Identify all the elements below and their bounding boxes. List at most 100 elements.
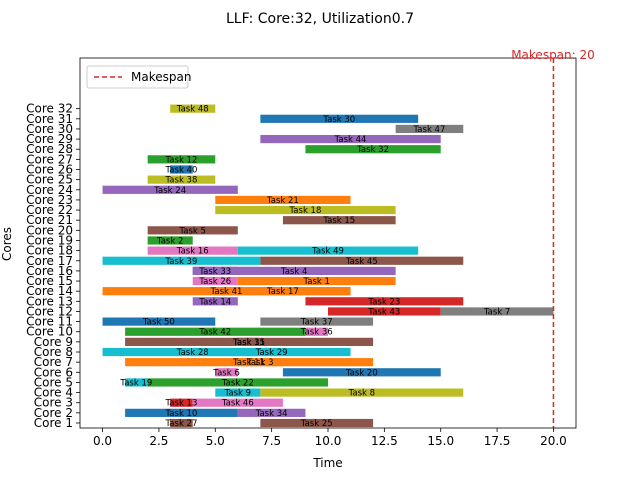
task-bar xyxy=(215,205,396,215)
task-label: Task 50 xyxy=(142,318,175,328)
task-bar xyxy=(170,398,193,407)
y-tick-label: Core 10 xyxy=(26,325,73,339)
y-tick-label: Core 18 xyxy=(26,244,73,258)
task-bar xyxy=(192,266,396,275)
task-bar xyxy=(125,327,306,336)
task-bar xyxy=(440,307,554,316)
task-label: Task 13 xyxy=(165,399,198,409)
task-label: Task 38 xyxy=(165,176,198,186)
task-label: Task 44 xyxy=(334,135,367,145)
task-label: Task 26 xyxy=(198,277,231,287)
y-tick-label: Core 29 xyxy=(26,132,73,146)
y-tick-label: Core 23 xyxy=(26,193,73,207)
task-bars xyxy=(102,58,555,428)
y-tick-label: Core 17 xyxy=(26,254,73,268)
task-label: Task 30 xyxy=(322,115,355,125)
task-bar xyxy=(147,175,216,184)
task-bar xyxy=(215,195,351,205)
task-label: Task 32 xyxy=(356,145,389,155)
task-label: Task 19 xyxy=(119,378,152,388)
task-bar xyxy=(215,287,351,296)
task-label: Task 18 xyxy=(289,206,322,216)
x-tick-label: 17.5 xyxy=(484,434,511,448)
task-label: Task 37 xyxy=(300,318,333,328)
y-tick-label: Core 1 xyxy=(34,416,73,430)
y-tick-label: Core 26 xyxy=(26,163,73,177)
y-axis-label: Cores xyxy=(0,227,14,261)
task-label: Task 20 xyxy=(345,368,378,378)
task-label: Task 43 xyxy=(367,307,400,317)
task-bar xyxy=(147,155,216,164)
task-label: Task 15 xyxy=(322,216,355,226)
task-bar xyxy=(237,358,283,367)
task-bar xyxy=(260,114,419,123)
x-tick-label: 2.5 xyxy=(149,434,168,448)
y-tick-label: Core 11 xyxy=(26,315,73,329)
task-bar xyxy=(102,256,261,265)
legend-box xyxy=(86,65,189,89)
y-tick-label: Core 5 xyxy=(34,375,73,389)
x-tick-label: 12.5 xyxy=(371,434,398,448)
task-label: Task 28 xyxy=(176,348,209,358)
chart-title: LLF: Core:32, Utilization0.7 xyxy=(226,11,414,27)
task-bar xyxy=(260,134,441,144)
task-bar xyxy=(102,347,283,357)
y-tick-label: Core 25 xyxy=(26,173,73,187)
legend: Makespan xyxy=(86,65,191,89)
task-label: Task 23 xyxy=(367,297,400,307)
y-tick-label: Core 15 xyxy=(26,274,73,288)
task-bar xyxy=(102,185,238,194)
y-tick-label: Core 16 xyxy=(26,264,73,278)
task-label: Task 48 xyxy=(176,105,209,115)
x-tick-label: 7.5 xyxy=(262,434,281,448)
task-label: Task 2 xyxy=(156,236,183,246)
task-bar xyxy=(282,216,396,225)
task-label: Task 15 xyxy=(232,338,265,348)
task-label: Task 46 xyxy=(221,399,254,409)
task-label: Task 17 xyxy=(266,287,299,297)
task-bar xyxy=(192,398,283,407)
task-bar xyxy=(147,378,328,387)
y-tick-label: Core 20 xyxy=(26,223,73,237)
task-bar xyxy=(192,297,238,306)
y-tick-label: Core 21 xyxy=(26,213,73,227)
task-label: Task 3 xyxy=(246,358,273,368)
y-tick-label: Core 22 xyxy=(26,203,73,217)
task-bar xyxy=(260,418,374,428)
task-bar xyxy=(305,145,441,154)
task-label: Task 42 xyxy=(198,328,231,338)
task-label: Task 7 xyxy=(483,307,510,317)
task-bar xyxy=(282,368,441,377)
task-bar xyxy=(102,317,216,326)
task-bar xyxy=(395,124,464,134)
y-tick-label: Core 14 xyxy=(26,284,73,298)
task-bar xyxy=(328,307,441,316)
task-label: Task 6 xyxy=(212,368,239,378)
task-label: Task 22 xyxy=(221,378,254,388)
task-label: Task 47 xyxy=(413,125,446,135)
task-bar xyxy=(147,236,193,245)
y-tick-label: Core 27 xyxy=(26,152,73,166)
task-label: Task 4 xyxy=(280,267,307,277)
x-axis-label: Time xyxy=(312,456,342,470)
task-bar xyxy=(237,337,261,346)
y-tick-label: Core 6 xyxy=(34,365,73,379)
y-tick-label: Core 12 xyxy=(26,304,73,318)
task-label: Task 27 xyxy=(165,419,198,429)
task-bar xyxy=(170,165,193,174)
task-bar xyxy=(305,327,328,336)
y-tick-label: Core 28 xyxy=(26,142,73,156)
task-label: Task 29 xyxy=(255,348,288,358)
task-label: Task 39 xyxy=(165,257,198,267)
task-label: Task 10 xyxy=(165,409,198,419)
task-bar xyxy=(237,276,396,286)
task-label: Task 40 xyxy=(165,166,198,176)
task-bar xyxy=(260,256,464,265)
task-label: Task 11 xyxy=(232,358,265,368)
task-label: Task 25 xyxy=(300,419,333,429)
task-label: Task 12 xyxy=(165,155,198,165)
x-tick-label: 20.0 xyxy=(540,434,567,448)
task-bar xyxy=(170,418,193,428)
task-bar xyxy=(305,297,464,306)
